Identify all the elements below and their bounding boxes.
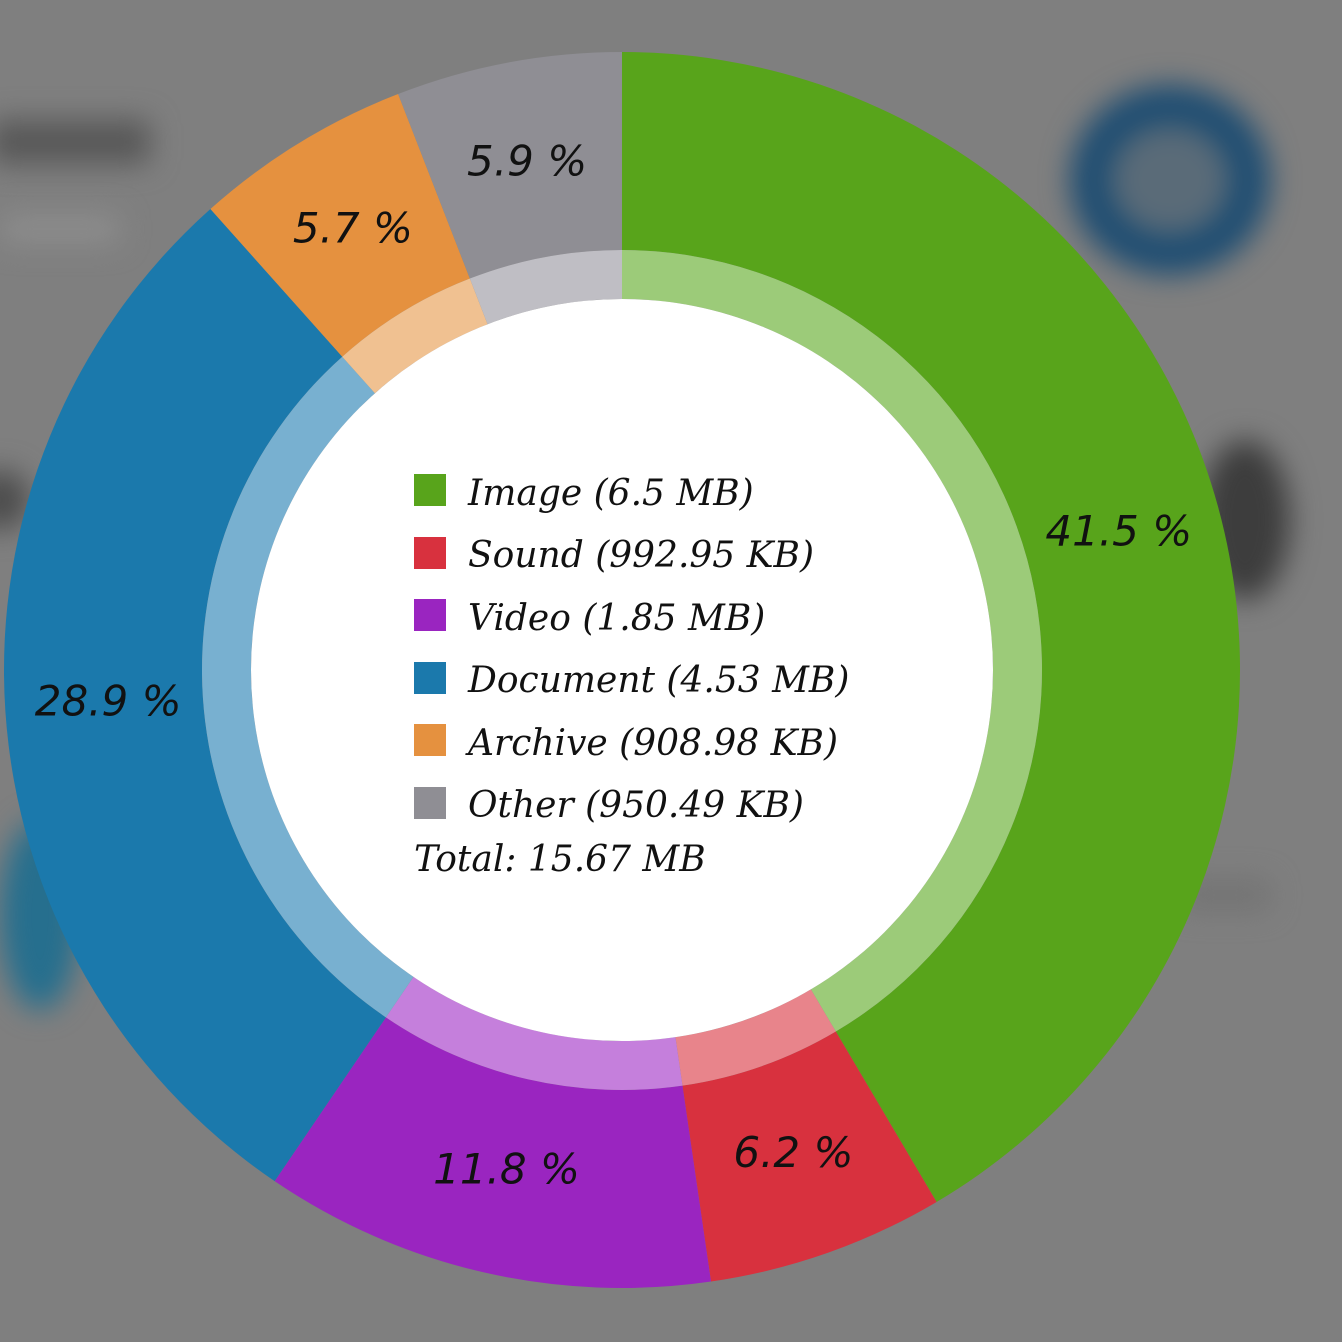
donut-slices (4, 52, 1240, 1288)
slice-inner-other (469, 250, 622, 325)
total-size: Total: 15.67 MB (414, 839, 706, 880)
pct-label-document: 28.9 % (35, 676, 182, 725)
legend: Image (6.5 MB) Sound (992.95 KB) Video (… (414, 462, 874, 880)
legend-label-image: Image (6.5 MB) (468, 472, 754, 514)
legend-swatch-other (414, 786, 446, 819)
slice-inner-video (385, 976, 683, 1090)
legend-label-archive: Archive (908.98 KB) (468, 722, 839, 764)
legend-item-document: Document (4.53 MB) (414, 650, 874, 713)
slice-image (622, 52, 1240, 1202)
legend-swatch-image (414, 474, 446, 507)
legend-label-sound: Sound (992.95 KB) (468, 535, 815, 577)
legend-swatch-document (414, 661, 446, 694)
legend-label-document: Document (4.53 MB) (468, 660, 850, 702)
legend-item-video: Video (1.85 MB) (414, 587, 874, 650)
legend-item-sound: Sound (992.95 KB) (414, 525, 874, 588)
pct-label-video: 11.8 % (433, 1144, 580, 1193)
slice-other (398, 52, 622, 279)
pct-label-sound: 6.2 % (733, 1128, 853, 1177)
slice-inner-image (622, 250, 1042, 1032)
legend-item-image: Image (6.5 MB) (414, 462, 874, 525)
legend-label-other: Other (950.49 KB) (468, 785, 804, 827)
legend-label-video: Video (1.85 MB) (468, 597, 766, 639)
blurred-text-block (0, 215, 120, 243)
legend-item-other: Other (950.49 KB) (414, 775, 874, 838)
legend-swatch-sound (414, 536, 446, 569)
pct-label-image: 41.5 % (1045, 507, 1192, 556)
percentage-labels: 41.5 % 6.2 % 11.8 % 28.9 % 5.7 % 5.9 % (35, 136, 1192, 1193)
pct-label-archive: 5.7 % (293, 203, 413, 252)
slice-archive (210, 93, 470, 357)
slice-inner-document (202, 356, 414, 1018)
legend-swatch-video (414, 599, 446, 632)
legend-swatch-archive (414, 724, 446, 757)
donut-inner-rings (202, 250, 1042, 1090)
slice-inner-archive (342, 278, 488, 394)
pct-label-other: 5.9 % (467, 136, 587, 185)
slice-document (4, 209, 386, 1182)
slice-sound (682, 1031, 937, 1282)
legend-item-archive: Archive (908.98 KB) (414, 712, 874, 775)
blurred-text-block (0, 120, 150, 164)
slice-inner-sound (675, 989, 836, 1086)
slice-video (274, 1017, 711, 1288)
